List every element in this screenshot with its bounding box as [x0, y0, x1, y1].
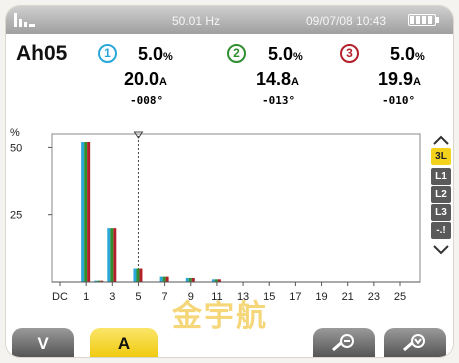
x-tick-label: 11	[211, 291, 222, 303]
x-tick-label: 25	[394, 291, 406, 303]
x-tick-label: 15	[263, 291, 275, 303]
phase-1-angle: -008°	[130, 94, 164, 107]
phase-2-percent-value: 5.0	[268, 44, 294, 64]
x-tick-label: 9	[188, 291, 194, 303]
x-tick-label: 3	[109, 291, 115, 303]
x-tick-label: 1	[83, 291, 89, 303]
phase-3-amps-unit: A	[413, 76, 421, 88]
phase-2-amps-unit: A	[291, 76, 299, 88]
phase-1-badge: 1	[98, 44, 117, 63]
tab-current[interactable]: A	[90, 328, 158, 357]
phase-1-amps-value: 20.0	[124, 69, 160, 89]
phase-3-amps: 19.9A	[378, 69, 421, 90]
phase-1-percent-unit: %	[163, 51, 173, 63]
phase-3-angle: -010°	[382, 94, 416, 107]
phase-2-percent-unit: %	[293, 51, 303, 63]
status-bar: 50.01 Hz 09/07/08 10:43	[6, 6, 453, 34]
cursor-marker	[133, 131, 144, 139]
phase-3-percent-value: 5.0	[390, 44, 416, 64]
side-item-l2[interactable]: L2	[431, 186, 451, 203]
x-tick-label: 19	[315, 291, 327, 303]
bar-h11-phase3	[217, 279, 221, 282]
bar-h1-phase1	[81, 142, 85, 282]
x-tick-label: DC	[52, 291, 68, 303]
phase-2-angle: -013°	[262, 94, 296, 107]
tab-voltage[interactable]: V	[12, 328, 74, 357]
phase-2-amps-value: 14.8	[256, 69, 292, 89]
phase-2-amps: 14.8A	[256, 69, 299, 90]
bar-h9-phase2	[188, 277, 192, 282]
phase-3-badge: 3	[340, 44, 359, 63]
harmonic-label: Ah05	[16, 42, 68, 65]
bar-h7-phase2	[162, 276, 166, 282]
bar-h11-phase1	[211, 279, 215, 282]
function-tab-bar: V A	[6, 328, 453, 357]
zoom-out-icon	[332, 334, 354, 352]
bar-h2-phase2	[97, 280, 101, 282]
y-tick-label: 50	[10, 142, 22, 154]
bar-h1-phase3	[87, 142, 91, 282]
y-tick-label: 25	[10, 210, 22, 222]
bar-h7-phase1	[159, 276, 163, 282]
side-item-l1[interactable]: L1	[431, 168, 451, 185]
phase-3-percent: 5.0%	[390, 44, 425, 65]
bar-h5-phase3	[139, 268, 143, 282]
screen-frame: 50.01 Hz 09/07/08 10:43 Ah05 1 5.0% 20.0…	[6, 6, 453, 357]
phase-1-percent: 5.0%	[138, 44, 173, 65]
scroll-down-icon[interactable]	[431, 244, 451, 256]
plot-area	[51, 133, 421, 283]
tab-save[interactable]	[384, 328, 446, 357]
phase-3-percent-unit: %	[415, 51, 425, 63]
phase-1-amps-unit: A	[159, 76, 167, 88]
bar-h2-phase3	[100, 280, 104, 282]
bar-h9-phase1	[185, 277, 189, 282]
battery-full-icon	[408, 14, 439, 26]
x-tick-label: 17	[289, 291, 301, 303]
bar-h11-phase2	[214, 279, 218, 282]
signal-bars-icon	[14, 13, 35, 27]
phase-1-percent-value: 5.0	[138, 44, 164, 64]
bar-h3-phase2	[110, 228, 114, 282]
save-icon	[403, 334, 425, 352]
bar-h2-phase1	[94, 280, 98, 282]
watermark: 金宇航	[172, 299, 268, 334]
scroll-up-icon[interactable]	[431, 134, 451, 146]
bar-h5-phase1	[133, 268, 137, 282]
x-tick-label: 7	[162, 291, 168, 303]
phase-2-badge: 2	[227, 44, 246, 63]
bar-h3-phase1	[107, 228, 111, 282]
tab-zoom-out[interactable]	[313, 328, 375, 357]
phase-1-amps: 20.0A	[124, 69, 167, 90]
bar-h9-phase3	[191, 277, 195, 282]
x-tick-label: 13	[237, 291, 249, 303]
frequency-readout: 50.01 Hz	[172, 14, 221, 28]
side-item-neutral[interactable]: -.!	[431, 222, 451, 239]
bar-h1-phase2	[84, 142, 88, 282]
x-tick-label: 23	[368, 291, 380, 303]
y-axis-label: %	[10, 127, 20, 139]
datetime-readout: 09/07/08 10:43	[306, 14, 387, 28]
bar-h5-phase2	[136, 268, 140, 282]
side-item-l3[interactable]: L3	[431, 204, 451, 221]
x-tick-label: 21	[342, 291, 354, 303]
x-tick-label: 5	[135, 291, 141, 303]
bar-h7-phase3	[165, 276, 169, 282]
phase-2-percent: 5.0%	[268, 44, 303, 65]
phase-3-amps-value: 19.9	[378, 69, 414, 89]
side-item-3l[interactable]: 3L	[431, 148, 451, 165]
bar-h3-phase3	[113, 228, 117, 282]
